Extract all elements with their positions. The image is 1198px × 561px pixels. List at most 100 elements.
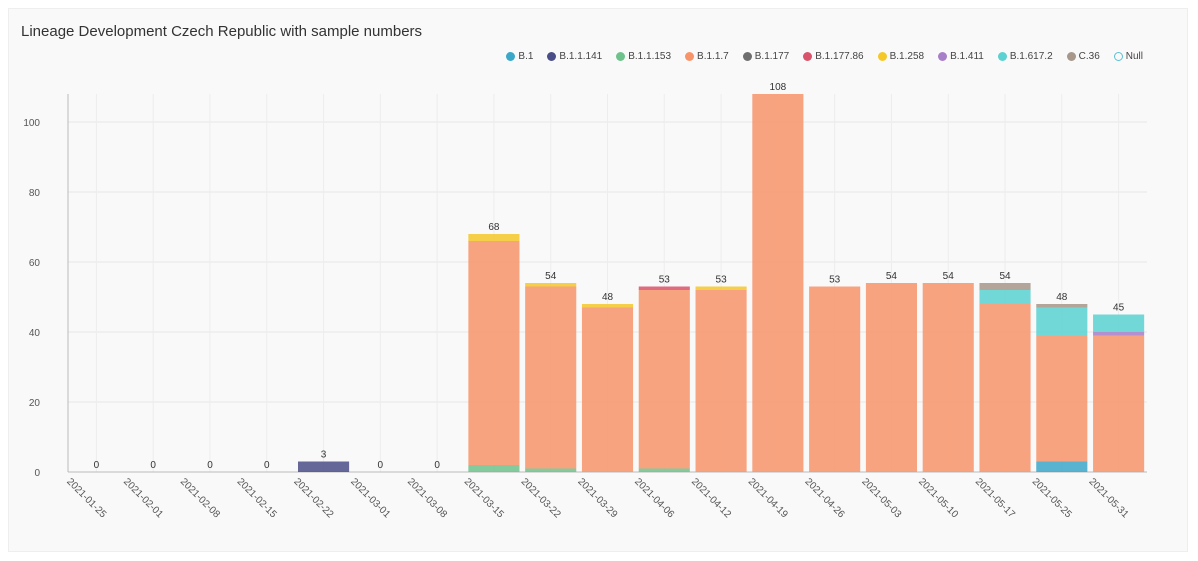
bar-segment xyxy=(297,461,350,472)
y-tick-label: 80 xyxy=(29,188,41,199)
x-tick-label: 2021-02-08 xyxy=(178,476,222,520)
x-tick-label: 2021-05-03 xyxy=(859,476,903,520)
x-tick-label: 2021-01-25 xyxy=(64,476,108,520)
bar-total-label: 0 xyxy=(94,460,100,471)
x-tick-label: 2021-02-22 xyxy=(291,476,335,520)
bar-total-label: 53 xyxy=(659,275,671,286)
legend-marker-icon xyxy=(1113,52,1123,61)
x-tick-label: 2021-03-22 xyxy=(519,476,563,520)
bar-total-label: 54 xyxy=(545,271,557,282)
x-tick-label: 2021-02-01 xyxy=(121,476,165,520)
legend-marker-icon xyxy=(616,52,626,61)
legend-label: Null xyxy=(1125,51,1143,62)
legend-label: B.1.1.141 xyxy=(559,51,603,62)
bar-segment xyxy=(638,286,690,290)
bar-segment xyxy=(1093,314,1145,332)
legend-marker-icon xyxy=(877,52,887,61)
x-tick-label: 2021-04-12 xyxy=(689,476,733,520)
bar-total-label: 0 xyxy=(378,460,384,471)
x-tick-label: 2021-03-15 xyxy=(462,476,506,520)
bar-total-label: 3 xyxy=(321,450,327,461)
legend-label: B.1.258 xyxy=(889,51,925,62)
bar-segment xyxy=(581,304,634,308)
bar-total-label: 48 xyxy=(602,292,614,303)
legend-label: B.1 xyxy=(518,51,534,62)
legend-item[interactable]: B.1.177 xyxy=(742,51,790,62)
y-tick-label: 60 xyxy=(29,258,41,269)
bar-total-label: 0 xyxy=(264,460,270,471)
legend-marker-icon xyxy=(997,52,1007,61)
bar-segment xyxy=(638,468,690,472)
legend-label: B.1.1.7 xyxy=(697,51,729,62)
bar-segment xyxy=(468,465,520,472)
y-tick-label: 20 xyxy=(29,398,41,409)
bar-segment xyxy=(752,94,804,472)
bar-segment xyxy=(979,290,1031,304)
bar-segment xyxy=(979,304,1031,472)
x-tick-label: 2021-03-29 xyxy=(575,476,619,520)
x-tick-label: 2021-02-15 xyxy=(235,476,279,520)
bar-segment xyxy=(468,241,520,465)
bar-total-label: 53 xyxy=(716,275,728,286)
bar-segment xyxy=(525,468,577,472)
legend-label: B.1.177 xyxy=(754,51,790,62)
bar-total-label: 54 xyxy=(999,271,1011,282)
legend-marker-icon xyxy=(803,52,813,61)
legend-item[interactable]: Null xyxy=(1113,51,1143,62)
bar-segment xyxy=(1036,335,1088,462)
legend-marker-icon xyxy=(742,52,752,61)
bar-total-label: 54 xyxy=(886,271,898,282)
x-tick-label: 2021-05-17 xyxy=(973,476,1017,520)
legend-marker-icon xyxy=(506,52,516,61)
x-tick-label: 2021-04-19 xyxy=(746,476,790,520)
bar-segment xyxy=(979,283,1031,290)
bar-total-label: 53 xyxy=(829,275,841,286)
bar-segment xyxy=(1093,335,1145,472)
bar-segment xyxy=(695,286,747,290)
x-tick-label: 2021-05-25 xyxy=(1030,476,1074,520)
legend-item[interactable]: B.1.617.2 xyxy=(997,51,1053,62)
legend-item[interactable]: B.1.1.153 xyxy=(616,51,671,62)
legend-label: B.1.177.86 xyxy=(815,51,864,62)
bar-total-label: 108 xyxy=(770,82,787,93)
legend-item[interactable]: C.36 xyxy=(1066,51,1100,62)
bar-segment xyxy=(922,283,974,472)
bar-segment xyxy=(638,290,690,469)
bar-total-label: 54 xyxy=(943,271,955,282)
chart-legend: B.1 B.1.1.141 B.1.1.153 B.1.1.7 B.1.177 B.1.1… xyxy=(506,51,1143,62)
legend-item[interactable]: B.1.411 xyxy=(938,51,984,62)
bar-segment xyxy=(525,286,577,469)
bar-segment xyxy=(581,307,634,472)
x-tick-label: 2021-04-06 xyxy=(632,476,676,520)
x-tick-label: 2021-03-08 xyxy=(405,476,449,520)
bar-total-label: 48 xyxy=(1056,292,1068,303)
x-tick-label: 2021-05-10 xyxy=(916,476,960,520)
bar-segment xyxy=(468,234,520,241)
bar-total-label: 45 xyxy=(1113,303,1125,314)
chart-title: Lineage Development Czech Republic with … xyxy=(21,23,423,40)
bar-segment xyxy=(1093,332,1145,336)
bar-segment xyxy=(865,283,918,472)
y-tick-label: 100 xyxy=(23,118,40,129)
bar-total-label: 68 xyxy=(488,222,500,233)
bar-total-label: 0 xyxy=(207,460,213,471)
legend-marker-icon xyxy=(547,52,557,61)
legend-marker-icon xyxy=(938,52,948,61)
bar-total-label: 0 xyxy=(434,460,440,471)
y-tick-label: 40 xyxy=(29,328,41,339)
legend-item[interactable]: B.1.1.7 xyxy=(685,51,729,62)
legend-item[interactable]: B.1.1.141 xyxy=(547,51,602,62)
x-tick-label: 2021-03-01 xyxy=(348,476,392,520)
legend-label: B.1.1.153 xyxy=(628,51,672,62)
legend-item[interactable]: B.1.258 xyxy=(877,51,925,62)
bar-segment xyxy=(1036,461,1088,472)
legend-label: B.1.411 xyxy=(950,51,984,62)
legend-item[interactable]: B.1.177.86 xyxy=(803,51,864,62)
legend-label: C.36 xyxy=(1078,51,1100,62)
legend-item[interactable]: B.1 xyxy=(506,51,533,62)
legend-marker-icon xyxy=(1066,52,1076,61)
legend-label: B.1.617.2 xyxy=(1009,51,1053,62)
bar-segment xyxy=(1036,304,1088,308)
legend-marker-icon xyxy=(685,52,695,61)
